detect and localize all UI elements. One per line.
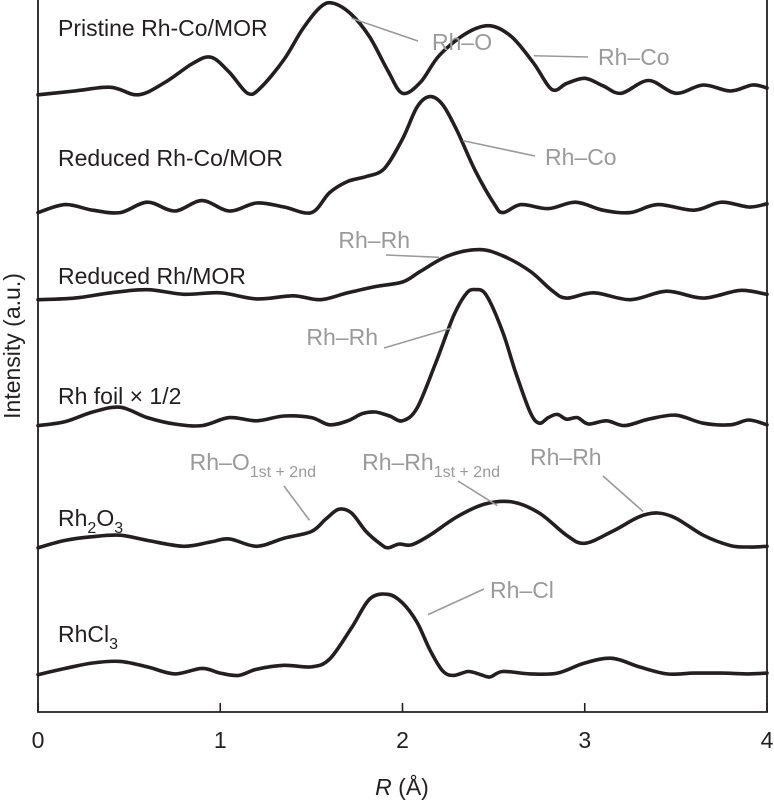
annotation-label-rh-o-1st-2nd: Rh–O1st + 2nd (190, 449, 316, 481)
x-tick-label-3: 3 (578, 727, 591, 753)
series-label-reduced-rh-mor: Reduced Rh/MOR (58, 263, 246, 289)
series-label-4-subscript-1: 2 (87, 520, 96, 537)
annotation-0-1-part-0: Rh–Co (598, 44, 670, 70)
annotation-leader-0-1 (533, 54, 589, 58)
x-axis-title: R (Å) (375, 773, 429, 800)
annotation-label-rh-rh-1st-2nd: Rh–Rh1st + 2nd (362, 449, 500, 481)
trace-rh-foil-1-2 (36, 287, 769, 428)
annotation-4-0-part-0: Rh–O (190, 449, 250, 475)
plot-area: 0 1 2 3 4 Pristine Rh-Co/MOR Reduced Rh-Co/MO… (32, 0, 774, 753)
trace-rhcl3 (36, 592, 769, 679)
annotation-leader-4-2 (602, 475, 644, 513)
series-label-reduced-rh-co-mor: Reduced Rh-Co/MOR (58, 145, 283, 171)
x-axis-variable: R (375, 774, 392, 800)
series-label-2-part-0: Reduced Rh/MOR (58, 263, 246, 289)
annotation-leader-2-0 (385, 254, 439, 259)
series-label-rh2o3: Rh2O3 (58, 505, 123, 537)
series-label-rhcl3: RhCl3 (58, 621, 118, 653)
annotation-leader-0-0 (351, 17, 419, 42)
annotation-4-2-part-0: Rh–Rh (530, 444, 602, 470)
x-tick-label-4: 4 (761, 727, 774, 753)
annotation-leader-4-0 (283, 485, 311, 521)
annotation-leader-5-0 (427, 588, 485, 616)
spectra-labels: Pristine Rh-Co/MOR Reduced Rh-Co/MOR Reduc… (58, 15, 283, 653)
x-tick-label-0: 0 (32, 727, 45, 753)
series-label-5-subscript-1: 3 (109, 636, 118, 653)
annotation-4-0-subscript-1: 1st + 2nd (250, 464, 316, 481)
x-tick-label-1: 1 (214, 727, 227, 753)
annotation-leader-3-0 (383, 327, 452, 349)
series-label-5-part-0: RhCl (58, 621, 109, 647)
annotation-leader-1-0 (462, 139, 536, 157)
annotation-2-0-part-0: Rh–Rh (338, 227, 410, 253)
series-label-1-part-0: Reduced Rh-Co/MOR (58, 145, 283, 171)
annotation-3-0-part-0: Rh–Rh (306, 324, 378, 350)
series-label-4-part-0: Rh (58, 505, 87, 531)
trace-rh2o3 (36, 499, 769, 550)
series-label-rh-foil-1-2: Rh foil × 1/2 (58, 383, 181, 409)
annotation-label-rh-rh: Rh–Rh (530, 444, 602, 470)
annotation-label-rh-o: Rh–O (432, 29, 492, 55)
x-axis-unit: (Å) (392, 773, 429, 800)
series-label-pristine-rh-co-mor: Pristine Rh-Co/MOR (58, 15, 268, 41)
x-axis-ticks: 0 1 2 3 4 (32, 703, 774, 753)
trace-reduced-rh-co-mor (36, 94, 769, 215)
series-label-0-part-0: Pristine Rh-Co/MOR (58, 15, 268, 41)
annotation-label-rh-rh: Rh–Rh (338, 227, 410, 253)
trace-pristine-rh-co-mor (36, 0, 769, 97)
x-tick-label-2: 2 (396, 727, 409, 753)
annotation-4-1-subscript-1: 1st + 2nd (434, 464, 500, 481)
trace-reduced-rh-mor (36, 247, 769, 302)
annotation-label-rh-rh: Rh–Rh (306, 324, 378, 350)
annotation-5-0-part-0: Rh–Cl (490, 577, 554, 603)
annotation-label-rh-co: Rh–Co (545, 144, 617, 170)
series-label-3-part-0: Rh foil × 1/2 (58, 383, 181, 409)
annotation-1-0-part-0: Rh–Co (545, 144, 617, 170)
annotation-leader-4-1 (457, 480, 498, 507)
spectra-traces (36, 0, 769, 679)
series-label-4-part-2: O (96, 505, 114, 531)
annotation-label-rh-cl: Rh–Cl (490, 577, 554, 603)
y-axis-title: Intensity (a.u.) (0, 273, 25, 419)
series-label-4-subscript-3: 3 (114, 520, 123, 537)
annotation-label-rh-co: Rh–Co (598, 44, 670, 70)
annotation-0-0-part-0: Rh–O (432, 29, 492, 55)
annotation-4-1-part-0: Rh–Rh (362, 449, 434, 475)
